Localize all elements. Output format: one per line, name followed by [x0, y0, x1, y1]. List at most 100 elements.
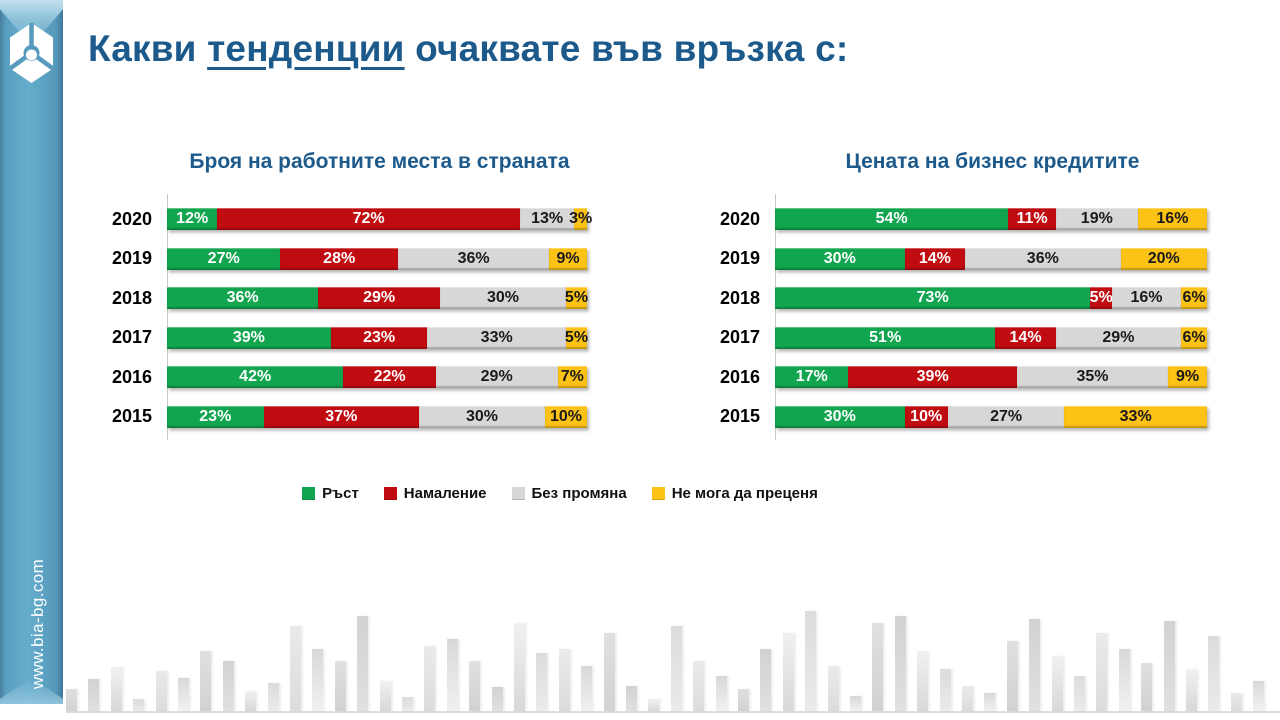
chart-jobs-rows: 2020 12% 72% 13% 3% 2019 27% 28% 36% 9% 2018 36% 29%… [98, 194, 603, 446]
bar-segment: 3% [569, 208, 592, 230]
segment-value-label: 5% [564, 328, 589, 346]
skyline-bar [66, 689, 77, 711]
chart-row: 2019 27% 28% 36% 9% [98, 247, 603, 270]
segment-value-label: 30% [465, 407, 498, 425]
stacked-bar: 30% 10% 27% 33% [775, 405, 1207, 428]
segment-value-label: 37% [325, 407, 358, 425]
chart-row: 2016 42% 22% 29% 7% [98, 366, 603, 389]
bar-segment: 33% [1064, 405, 1207, 428]
bar-segment: 23% [167, 405, 264, 428]
skyline-bar [782, 633, 794, 711]
skyline-bar [1118, 649, 1130, 711]
stacked-bar: 73% 5% 16% 6% [775, 287, 1207, 310]
bar-segment: 29% [318, 287, 440, 310]
year-label: 2016 [111, 366, 152, 387]
skyline-bar [1096, 633, 1108, 711]
segment-value-label: 23% [363, 328, 396, 346]
segment-value-label: 36% [1026, 249, 1059, 267]
chart-row: 2015 30% 10% 27% 33% [706, 405, 1221, 428]
chart-credits-title: Цената на бизнес кредитите [845, 150, 1140, 173]
website-link[interactable]: www.bia-bg.com [28, 558, 47, 690]
segment-value-label: 6% [1182, 328, 1206, 346]
segment-value-label: 19% [1080, 210, 1113, 227]
chart-row: 2018 73% 5% 16% 6% [706, 287, 1221, 310]
bar-segment: 27% [167, 247, 281, 270]
bar-segment: 20% [1120, 247, 1207, 270]
segment-value-label: 14% [918, 249, 951, 267]
skyline-bar [290, 626, 301, 711]
bar-segment: 13% [519, 208, 575, 230]
segment-value-label: 42% [239, 368, 272, 386]
bar-segment: 39% [167, 326, 331, 349]
year-label: 2019 [719, 248, 760, 269]
chart-row: 2017 51% 14% 29% 6% [706, 326, 1221, 349]
stacked-bar: 23% 37% 30% 10% [167, 405, 587, 428]
slide-title-prefix: Какви [88, 28, 208, 69]
skyline-bar [827, 666, 839, 711]
legend-swatch-icon [511, 487, 525, 500]
segment-value-label: 36% [457, 249, 490, 267]
year-label: 2018 [719, 287, 760, 308]
bar-segment: 16% [1137, 208, 1207, 230]
skyline-bar [446, 639, 458, 711]
slide-title: Какви тенденции очаквате във връзка с: [88, 28, 848, 70]
year-label: 2020 [719, 208, 760, 229]
skyline-bar [805, 611, 817, 711]
chart-jobs: Броя на работните места в страната 2020 1… [98, 150, 603, 440]
segment-value-label: 11% [1016, 210, 1048, 227]
segment-value-label: 7% [560, 368, 584, 386]
skyline-bar [245, 691, 257, 711]
bar-segment: 6% [1181, 326, 1207, 349]
bar-segment: 72% [217, 208, 520, 230]
skyline-bar [267, 683, 279, 711]
segment-value-label: 12% [176, 210, 209, 227]
bar-segment: 30% [418, 405, 545, 428]
segment-value-label: 13% [531, 210, 564, 227]
segment-value-label: 51% [869, 328, 902, 346]
chart-row: 2020 54% 11% 19% 16% [706, 208, 1221, 230]
legend-label: Намаление [403, 485, 487, 502]
stacked-bar: 27% 28% 36% 9% [167, 247, 587, 270]
bar-segment: 22% [343, 366, 436, 389]
skyline-bar [626, 686, 637, 711]
bar-segment: 10% [544, 405, 587, 428]
segment-value-label: 14% [1009, 328, 1042, 346]
year-label: 2019 [111, 248, 152, 269]
bar-segment: 73% [775, 287, 1091, 310]
segment-value-label: 30% [823, 249, 856, 267]
segment-value-label: 54% [875, 210, 908, 227]
bar-segment: 36% [397, 247, 550, 270]
skyline-bar [379, 681, 391, 711]
bar-segment: 9% [1168, 366, 1207, 389]
segment-value-label: 36% [226, 289, 259, 307]
bar-segment: 7% [557, 366, 587, 389]
segment-value-label: 20% [1147, 249, 1180, 267]
segment-value-label: 5% [564, 289, 589, 307]
legend-item: Намаление [383, 485, 487, 502]
skyline-bar [200, 651, 212, 711]
chart-row: 2018 36% 29% 30% 5% [98, 287, 603, 310]
segment-value-label: 27% [207, 249, 240, 267]
legend-item: Не мога да преценя [651, 485, 818, 502]
legend-swatch-icon [383, 487, 397, 500]
year-label: 2018 [111, 287, 152, 308]
bar-segment: 54% [775, 208, 1009, 230]
skyline-bar [962, 686, 973, 711]
skyline-bar [1208, 636, 1220, 711]
segment-value-label: 33% [1119, 407, 1152, 425]
chart-row: 2019 30% 14% 36% 20% [706, 247, 1221, 270]
segment-value-label: 23% [199, 407, 232, 425]
skyline-bar [1074, 676, 1085, 711]
segment-value-label: 30% [823, 407, 856, 425]
segment-value-label: 33% [480, 328, 513, 346]
segment-value-label: 73% [916, 289, 949, 307]
bar-segment: 42% [167, 366, 344, 389]
segment-value-label: 10% [549, 407, 582, 425]
segment-value-label: 35% [1076, 368, 1109, 386]
bia-logo-icon [8, 22, 55, 89]
chart-legend: Ръст Намаление Без промяна Не мога да преце… [0, 485, 1120, 502]
skyline-bar [1006, 641, 1018, 711]
skyline-bar [1163, 621, 1175, 711]
skyline-bar [357, 616, 369, 711]
skyline-bar [402, 697, 413, 711]
